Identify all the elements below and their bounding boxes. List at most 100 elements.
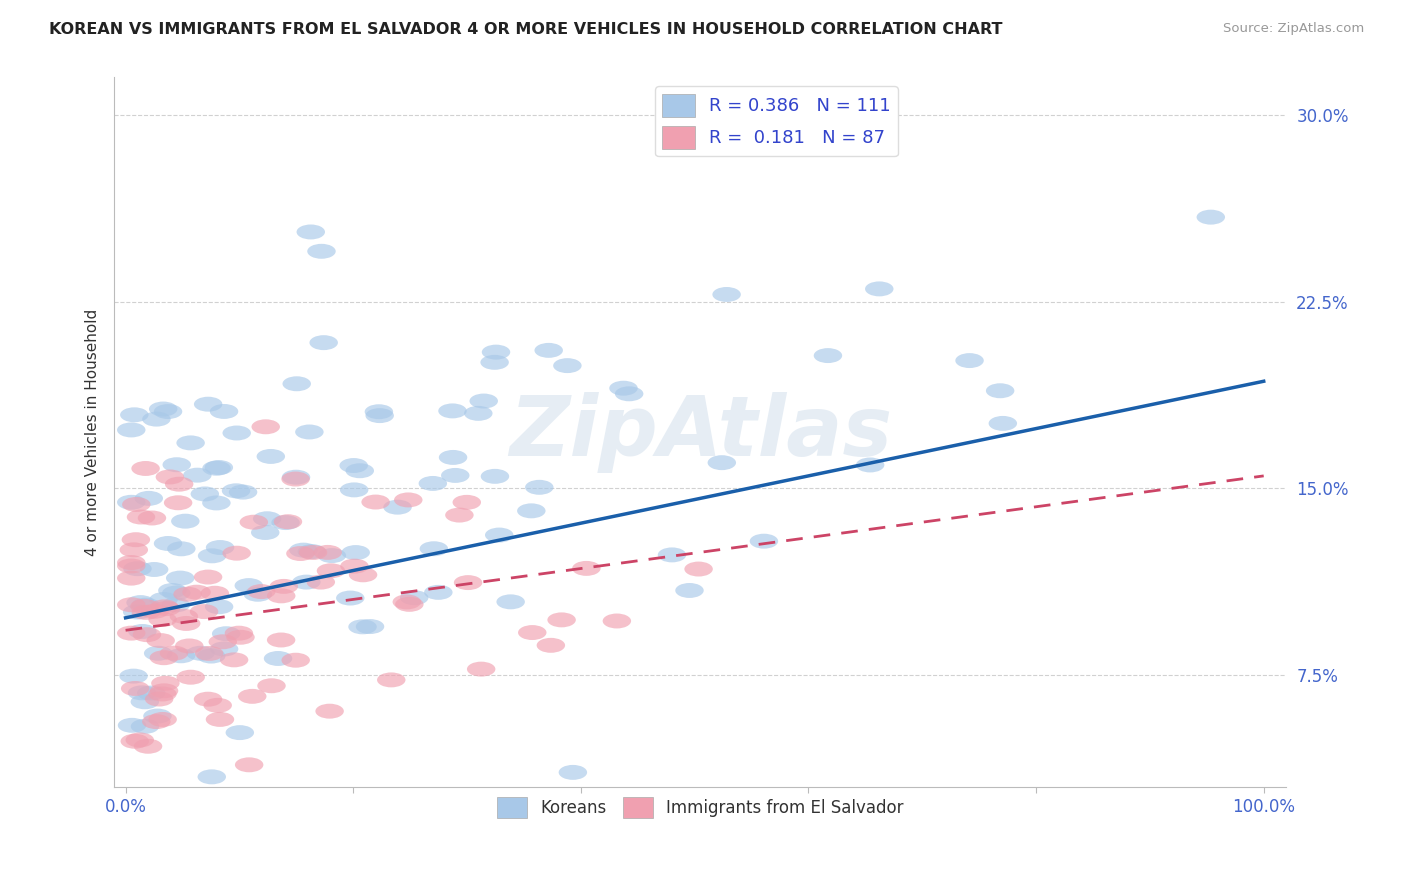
Ellipse shape <box>172 514 200 529</box>
Ellipse shape <box>482 344 510 359</box>
Ellipse shape <box>295 425 323 440</box>
Ellipse shape <box>183 585 211 599</box>
Ellipse shape <box>307 574 335 590</box>
Ellipse shape <box>122 605 152 619</box>
Ellipse shape <box>212 626 240 641</box>
Ellipse shape <box>198 549 226 563</box>
Ellipse shape <box>287 546 315 561</box>
Ellipse shape <box>176 435 205 450</box>
Ellipse shape <box>162 598 190 612</box>
Ellipse shape <box>183 467 211 483</box>
Ellipse shape <box>131 719 159 734</box>
Ellipse shape <box>127 595 155 610</box>
Ellipse shape <box>384 500 412 515</box>
Ellipse shape <box>117 571 145 586</box>
Ellipse shape <box>226 630 254 645</box>
Ellipse shape <box>292 574 321 590</box>
Ellipse shape <box>209 641 239 657</box>
Ellipse shape <box>124 561 152 576</box>
Ellipse shape <box>152 676 180 690</box>
Ellipse shape <box>162 585 191 600</box>
Ellipse shape <box>219 652 249 667</box>
Ellipse shape <box>394 492 423 508</box>
Ellipse shape <box>191 486 219 501</box>
Ellipse shape <box>195 646 224 661</box>
Ellipse shape <box>257 678 285 693</box>
Ellipse shape <box>553 359 582 373</box>
Ellipse shape <box>202 495 231 510</box>
Ellipse shape <box>464 406 492 421</box>
Ellipse shape <box>135 491 163 506</box>
Ellipse shape <box>146 633 174 648</box>
Ellipse shape <box>446 508 474 523</box>
Ellipse shape <box>177 670 205 685</box>
Ellipse shape <box>121 681 149 696</box>
Ellipse shape <box>603 614 631 629</box>
Ellipse shape <box>271 515 299 530</box>
Ellipse shape <box>299 545 328 560</box>
Ellipse shape <box>395 597 423 612</box>
Ellipse shape <box>713 287 741 301</box>
Ellipse shape <box>349 567 377 582</box>
Ellipse shape <box>134 739 162 754</box>
Ellipse shape <box>309 335 337 351</box>
Ellipse shape <box>439 450 467 465</box>
Ellipse shape <box>496 594 524 609</box>
Ellipse shape <box>267 632 295 648</box>
Ellipse shape <box>117 598 145 612</box>
Ellipse shape <box>419 476 447 491</box>
Ellipse shape <box>149 712 177 727</box>
Ellipse shape <box>152 601 180 616</box>
Ellipse shape <box>117 495 145 509</box>
Ellipse shape <box>117 558 145 574</box>
Ellipse shape <box>122 533 150 547</box>
Text: Source: ZipAtlas.com: Source: ZipAtlas.com <box>1223 22 1364 36</box>
Ellipse shape <box>148 687 177 701</box>
Ellipse shape <box>153 404 183 419</box>
Ellipse shape <box>235 757 263 772</box>
Ellipse shape <box>205 712 235 727</box>
Ellipse shape <box>749 533 778 549</box>
Ellipse shape <box>194 691 222 706</box>
Ellipse shape <box>336 591 364 606</box>
Ellipse shape <box>609 381 638 396</box>
Text: KOREAN VS IMMIGRANTS FROM EL SALVADOR 4 OR MORE VEHICLES IN HOUSEHOLD CORRELATIO: KOREAN VS IMMIGRANTS FROM EL SALVADOR 4 … <box>49 22 1002 37</box>
Ellipse shape <box>298 544 326 559</box>
Ellipse shape <box>156 469 184 484</box>
Ellipse shape <box>143 646 173 661</box>
Ellipse shape <box>441 468 470 483</box>
Ellipse shape <box>238 689 267 704</box>
Ellipse shape <box>118 718 146 733</box>
Ellipse shape <box>163 458 191 472</box>
Text: ZipAtlas: ZipAtlas <box>509 392 891 473</box>
Ellipse shape <box>128 624 156 639</box>
Ellipse shape <box>145 691 173 706</box>
Ellipse shape <box>141 562 169 577</box>
Ellipse shape <box>153 536 183 551</box>
Ellipse shape <box>439 403 467 418</box>
Ellipse shape <box>517 503 546 518</box>
Ellipse shape <box>264 651 292 666</box>
Ellipse shape <box>572 561 600 576</box>
Ellipse shape <box>187 646 215 661</box>
Ellipse shape <box>658 548 686 562</box>
Ellipse shape <box>176 639 204 654</box>
Ellipse shape <box>377 673 405 688</box>
Ellipse shape <box>366 409 394 423</box>
Ellipse shape <box>117 423 145 437</box>
Ellipse shape <box>131 599 159 614</box>
Ellipse shape <box>986 384 1014 398</box>
Ellipse shape <box>707 455 737 470</box>
Ellipse shape <box>318 548 346 563</box>
Ellipse shape <box>142 714 170 729</box>
Ellipse shape <box>453 495 481 510</box>
Ellipse shape <box>136 686 166 700</box>
Ellipse shape <box>209 404 238 419</box>
Ellipse shape <box>194 397 222 412</box>
Ellipse shape <box>125 732 155 747</box>
Ellipse shape <box>253 511 281 526</box>
Ellipse shape <box>204 698 232 713</box>
Ellipse shape <box>205 460 233 475</box>
Ellipse shape <box>131 598 160 613</box>
Ellipse shape <box>165 495 193 510</box>
